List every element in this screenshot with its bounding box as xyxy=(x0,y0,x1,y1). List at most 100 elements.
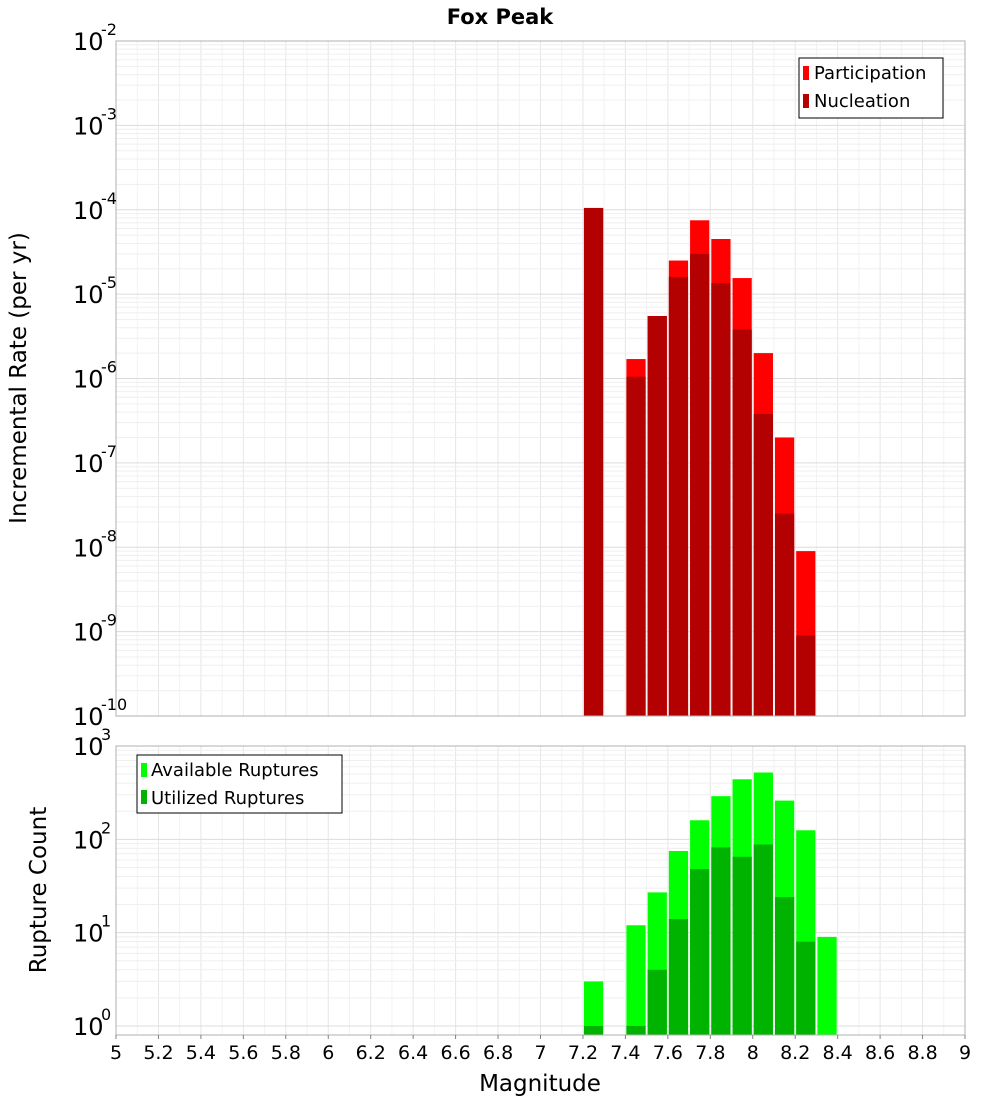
x-tick-label: 8 xyxy=(747,1042,759,1064)
y-tick-exponent: 2 xyxy=(101,818,111,837)
y-tick-exponent: -2 xyxy=(101,20,117,39)
x-tick-label: 7.2 xyxy=(568,1042,598,1064)
top-bar-nucleation xyxy=(774,513,795,716)
x-tick-label: 5.4 xyxy=(186,1042,216,1064)
top-bar-nucleation xyxy=(753,413,773,716)
y-tick-label: 10-3 xyxy=(73,104,117,140)
bottom-bar-utilized-ruptures xyxy=(774,897,795,1035)
y-tick-base: 10 xyxy=(73,619,104,647)
y-tick-exponent: 0 xyxy=(101,1005,111,1024)
top-bar-nucleation xyxy=(626,376,646,716)
x-tick-label: 7.6 xyxy=(653,1042,683,1064)
legend-label-participation: Participation xyxy=(814,63,926,84)
bottom-legend-box xyxy=(136,754,343,814)
y-tick-exponent: -9 xyxy=(101,611,117,630)
bottom-bar-utilized-ruptures xyxy=(753,844,773,1035)
bottom-bar-utilized-ruptures xyxy=(796,941,816,1035)
y-tick-base: 10 xyxy=(73,703,104,731)
bottom-y-axis-label: Rupture Count xyxy=(26,807,52,973)
y-tick-exponent: -7 xyxy=(101,442,117,461)
x-ticks: 5 5.2 5.4 5.6 5.8 6 6.2 6.4 6.6 6.8 7 7.2 7.4 7.6 7.8 8… xyxy=(110,1035,971,1064)
y-tick-label: 10-9 xyxy=(73,611,117,647)
legend-label-available: Available Ruptures xyxy=(151,760,319,781)
y-tick-base: 10 xyxy=(73,534,104,562)
top-bars xyxy=(583,207,816,717)
y-tick-label: 10-5 xyxy=(73,273,117,309)
x-tick-label: 7 xyxy=(534,1042,546,1064)
bottom-bars xyxy=(583,772,837,1035)
top-y-axis-label: Incremental Rate (per yr) xyxy=(6,232,32,524)
bottom-bar-utilized-ruptures xyxy=(732,856,752,1035)
bottom-bar-available-ruptures xyxy=(626,925,646,1035)
y-tick-exponent: 3 xyxy=(101,725,111,744)
y-tick-label: 10-10 xyxy=(73,695,127,731)
top-bar-nucleation xyxy=(647,316,667,716)
x-tick-label: 6 xyxy=(322,1042,334,1064)
x-tick-label: 6.6 xyxy=(440,1042,470,1064)
bottom-bar-utilized-ruptures xyxy=(626,1025,646,1035)
x-tick-label: 5 xyxy=(110,1042,122,1064)
top-legend-box xyxy=(798,57,944,119)
y-tick-label: 10-2 xyxy=(73,20,117,56)
top-bar-nucleation xyxy=(732,329,752,716)
y-tick-exponent: -4 xyxy=(101,189,117,208)
bottom-bar-utilized-ruptures xyxy=(690,869,710,1035)
y-tick-base: 10 xyxy=(73,733,104,761)
legend-label-nucleation: Nucleation xyxy=(814,91,910,112)
y-tick-exponent: 1 xyxy=(101,912,111,931)
y-tick-base: 10 xyxy=(73,112,104,140)
x-tick-label: 5.8 xyxy=(271,1042,301,1064)
top-bar-nucleation xyxy=(690,253,710,716)
legend-swatch-participation xyxy=(803,66,809,80)
x-tick-label: 7.4 xyxy=(610,1042,640,1064)
x-tick-label: 8.4 xyxy=(823,1042,853,1064)
top-bar-nucleation xyxy=(711,283,731,716)
y-tick-exponent: -8 xyxy=(101,526,117,545)
y-tick-base: 10 xyxy=(73,197,104,225)
y-tick-label: 10-7 xyxy=(73,442,117,478)
y-tick-base: 10 xyxy=(73,281,104,309)
y-tick-label: 10-4 xyxy=(73,189,117,225)
x-tick-label: 5.6 xyxy=(228,1042,258,1064)
x-tick-label: 8.8 xyxy=(907,1042,937,1064)
top-bar-nucleation xyxy=(583,207,604,716)
top-plot-border xyxy=(115,40,966,717)
chart-title: Fox Peak xyxy=(447,5,555,29)
y-tick-base: 10 xyxy=(73,1013,104,1041)
y-tick-label: 100 xyxy=(73,1005,111,1041)
bottom-bar-utilized-ruptures xyxy=(711,847,731,1035)
x-tick-label: 9 xyxy=(959,1042,971,1064)
y-tick-exponent: -5 xyxy=(101,273,117,292)
x-tick-label: 7.8 xyxy=(695,1042,725,1064)
y-tick-base: 10 xyxy=(73,450,104,478)
y-tick-label: 10-6 xyxy=(73,358,117,394)
legend-label-utilized: Utilized Ruptures xyxy=(151,788,304,809)
y-tick-base: 10 xyxy=(73,366,104,394)
x-axis-label: Magnitude xyxy=(479,1071,601,1097)
x-tick-label: 6.8 xyxy=(483,1042,513,1064)
x-tick-label: 6.4 xyxy=(398,1042,428,1064)
top-bar-nucleation xyxy=(668,276,689,716)
y-tick-base: 10 xyxy=(73,826,104,854)
y-tick-exponent: -3 xyxy=(101,104,117,123)
bottom-bar-available-ruptures xyxy=(817,936,837,1035)
legend-swatch-nucleation xyxy=(803,94,809,108)
bottom-bar-utilized-ruptures xyxy=(668,919,689,1035)
top-bar-nucleation xyxy=(796,635,816,716)
x-tick-label: 8.6 xyxy=(865,1042,895,1064)
y-tick-exponent: -10 xyxy=(101,695,127,714)
bottom-bar-utilized-ruptures xyxy=(583,1025,604,1035)
y-tick-base: 10 xyxy=(73,920,104,948)
y-tick-label: 10-8 xyxy=(73,526,117,562)
y-tick-label: 101 xyxy=(73,912,111,948)
bottom-legend: Available Ruptures Utilized Ruptures xyxy=(136,754,343,814)
y-tick-label: 103 xyxy=(73,725,111,761)
x-tick-label: 5.2 xyxy=(143,1042,173,1064)
legend-swatch-utilized xyxy=(141,790,147,804)
legend-swatch-available xyxy=(141,763,147,777)
top-legend: Participation Nucleation xyxy=(798,57,944,119)
bottom-bar-utilized-ruptures xyxy=(647,969,667,1035)
